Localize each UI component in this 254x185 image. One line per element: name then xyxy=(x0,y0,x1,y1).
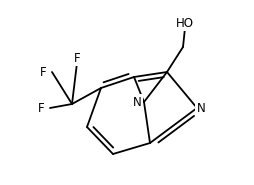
Text: N: N xyxy=(132,95,141,108)
Text: F: F xyxy=(38,102,44,115)
Text: F: F xyxy=(40,65,46,78)
Text: F: F xyxy=(73,51,80,65)
Text: F: F xyxy=(40,65,46,78)
Text: F: F xyxy=(73,51,80,65)
Text: N: N xyxy=(196,102,204,115)
Text: F: F xyxy=(38,102,44,115)
Text: HO: HO xyxy=(175,16,193,29)
Text: N: N xyxy=(196,102,204,115)
Text: N: N xyxy=(132,95,141,108)
Text: HO: HO xyxy=(175,16,193,29)
